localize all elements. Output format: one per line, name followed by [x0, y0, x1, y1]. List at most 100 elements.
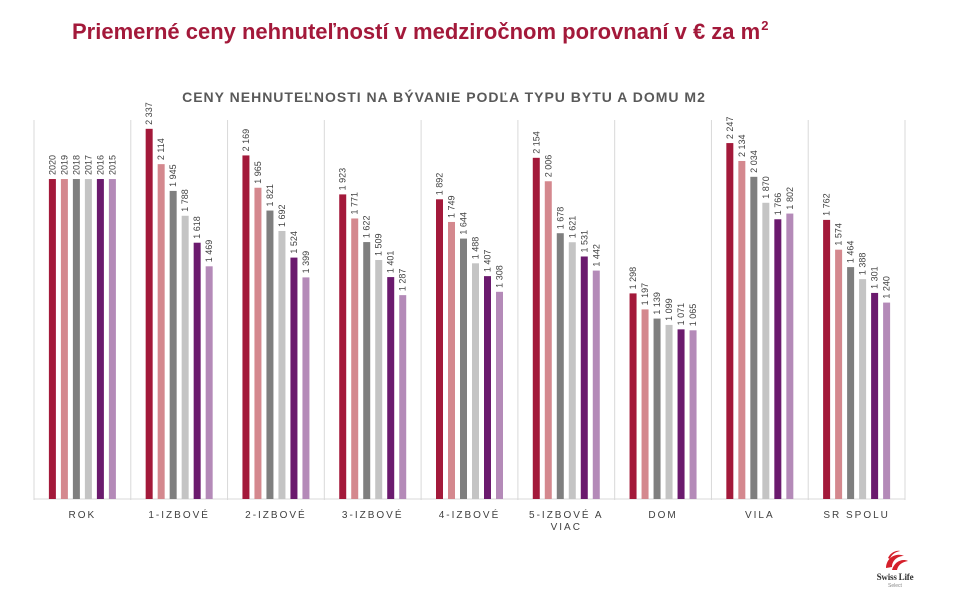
data-label: 1 240	[882, 276, 892, 299]
bar-2018-4	[460, 238, 467, 499]
bar-2019-7	[738, 160, 746, 499]
data-label: 1 301	[870, 266, 880, 289]
bar-2018-7	[750, 176, 758, 500]
category-label: DOM	[648, 510, 677, 521]
bar-2019-6	[641, 309, 649, 499]
data-label: 1 945	[168, 164, 178, 187]
data-label: 1 965	[253, 161, 263, 184]
bar-2016-3	[387, 277, 395, 499]
category-label: VILA	[745, 510, 775, 521]
data-label: 1 531	[579, 230, 589, 253]
data-label: 1 766	[773, 193, 783, 216]
bar-2017-2	[278, 230, 286, 500]
bar-2018-5	[556, 233, 564, 499]
bar-2017-6	[665, 324, 673, 499]
bar-2018-2	[266, 210, 274, 500]
bar-2017-0	[84, 179, 92, 500]
bar-2018-0	[72, 179, 80, 500]
data-label: 2019	[59, 155, 69, 175]
category-label: 3-IZBOVÉ	[342, 508, 404, 521]
bar-2017-7	[762, 202, 770, 500]
bar-2019-5	[544, 181, 552, 499]
chart-title: CENY NEHNUTEĽNOSTI NA BÝVANIE PODĽA TYPU…	[182, 88, 706, 105]
data-label: 1 401	[386, 251, 396, 274]
data-label: 2017	[83, 155, 93, 175]
logo-sub: Select	[888, 583, 902, 589]
data-label: 2 337	[144, 102, 154, 125]
data-label: 1 509	[374, 233, 384, 256]
data-label: 1 618	[192, 216, 202, 239]
bar-2015-5	[592, 270, 600, 499]
data-label: 1 802	[785, 187, 795, 210]
bar-2019-8	[835, 249, 843, 499]
data-label: 1 298	[628, 267, 638, 290]
data-label: 1 399	[301, 251, 311, 274]
data-label: 1 762	[822, 193, 832, 216]
data-label: 1 469	[204, 240, 214, 263]
bar-2017-8	[859, 279, 867, 499]
category-label: VIAC	[551, 522, 582, 533]
bar-2016-2	[290, 257, 298, 499]
data-label: 1 488	[471, 237, 481, 260]
data-label: 1 621	[567, 216, 577, 239]
data-label: 1 574	[834, 223, 844, 246]
data-label: 1 388	[858, 253, 868, 276]
data-label: 1 622	[362, 216, 372, 239]
category-label: 4-IZBOVÉ	[439, 508, 501, 521]
data-label: 1 678	[555, 207, 565, 230]
data-label: 1 524	[289, 231, 299, 254]
data-label: 1 071	[676, 303, 686, 326]
data-label: 2 169	[241, 129, 251, 152]
bar-2018-3	[363, 242, 371, 499]
bar-2016-0	[96, 179, 104, 500]
bar-2019-0	[60, 179, 68, 500]
data-label: 1 644	[459, 212, 469, 235]
data-label: 1 139	[652, 292, 662, 315]
category-label: 5-IZBOVÉ A	[529, 508, 603, 521]
data-label: 1 749	[447, 195, 457, 218]
bar-2017-1	[181, 215, 189, 499]
bar-2015-4	[496, 291, 503, 499]
bar-2020-8	[823, 219, 831, 499]
bar-2020-3	[339, 194, 347, 500]
data-label: 2016	[95, 155, 105, 175]
bar-2020-2	[242, 155, 250, 499]
bar-2019-2	[254, 187, 262, 499]
bar-2016-6	[677, 329, 685, 499]
bar-2020-5	[532, 157, 540, 499]
bar-2020-1	[145, 128, 153, 499]
data-label: 1 065	[688, 304, 698, 327]
data-label: 2 247	[725, 117, 735, 140]
bar-2015-3	[399, 295, 407, 499]
page-title: Priemerné ceny nehnuteľností v medziročn…	[72, 18, 768, 45]
bar-2016-7	[774, 219, 782, 499]
data-label: 1 870	[761, 176, 771, 199]
data-label: 1 923	[338, 168, 348, 191]
category-label: ROK	[69, 510, 97, 521]
bar-2020-0	[48, 179, 56, 500]
bar-2018-8	[847, 267, 855, 499]
data-label: 2 034	[749, 150, 759, 173]
bar-2015-1	[205, 266, 213, 499]
bar-2017-3	[375, 259, 383, 499]
data-label: 1 308	[495, 265, 505, 288]
data-label: 1 287	[398, 269, 408, 292]
data-label: 2015	[107, 155, 117, 175]
data-label: 2 134	[737, 134, 747, 157]
bar-2016-5	[580, 256, 588, 499]
data-label: 1 197	[640, 283, 650, 306]
bar-2019-4	[448, 221, 455, 499]
data-label: 1 099	[664, 298, 674, 321]
bar-2017-5	[568, 242, 576, 500]
bar-2015-0	[108, 179, 116, 500]
category-label: 2-IZBOVÉ	[245, 508, 307, 521]
bar-2015-2	[302, 277, 310, 499]
bar-2016-1	[193, 242, 201, 499]
swisslife-logo: Swiss Life Select	[872, 548, 932, 596]
data-label: 1 821	[265, 184, 275, 207]
page-title-superscript: 2	[761, 18, 769, 33]
bar-2015-6	[689, 330, 697, 499]
data-label: 2 114	[156, 138, 166, 160]
